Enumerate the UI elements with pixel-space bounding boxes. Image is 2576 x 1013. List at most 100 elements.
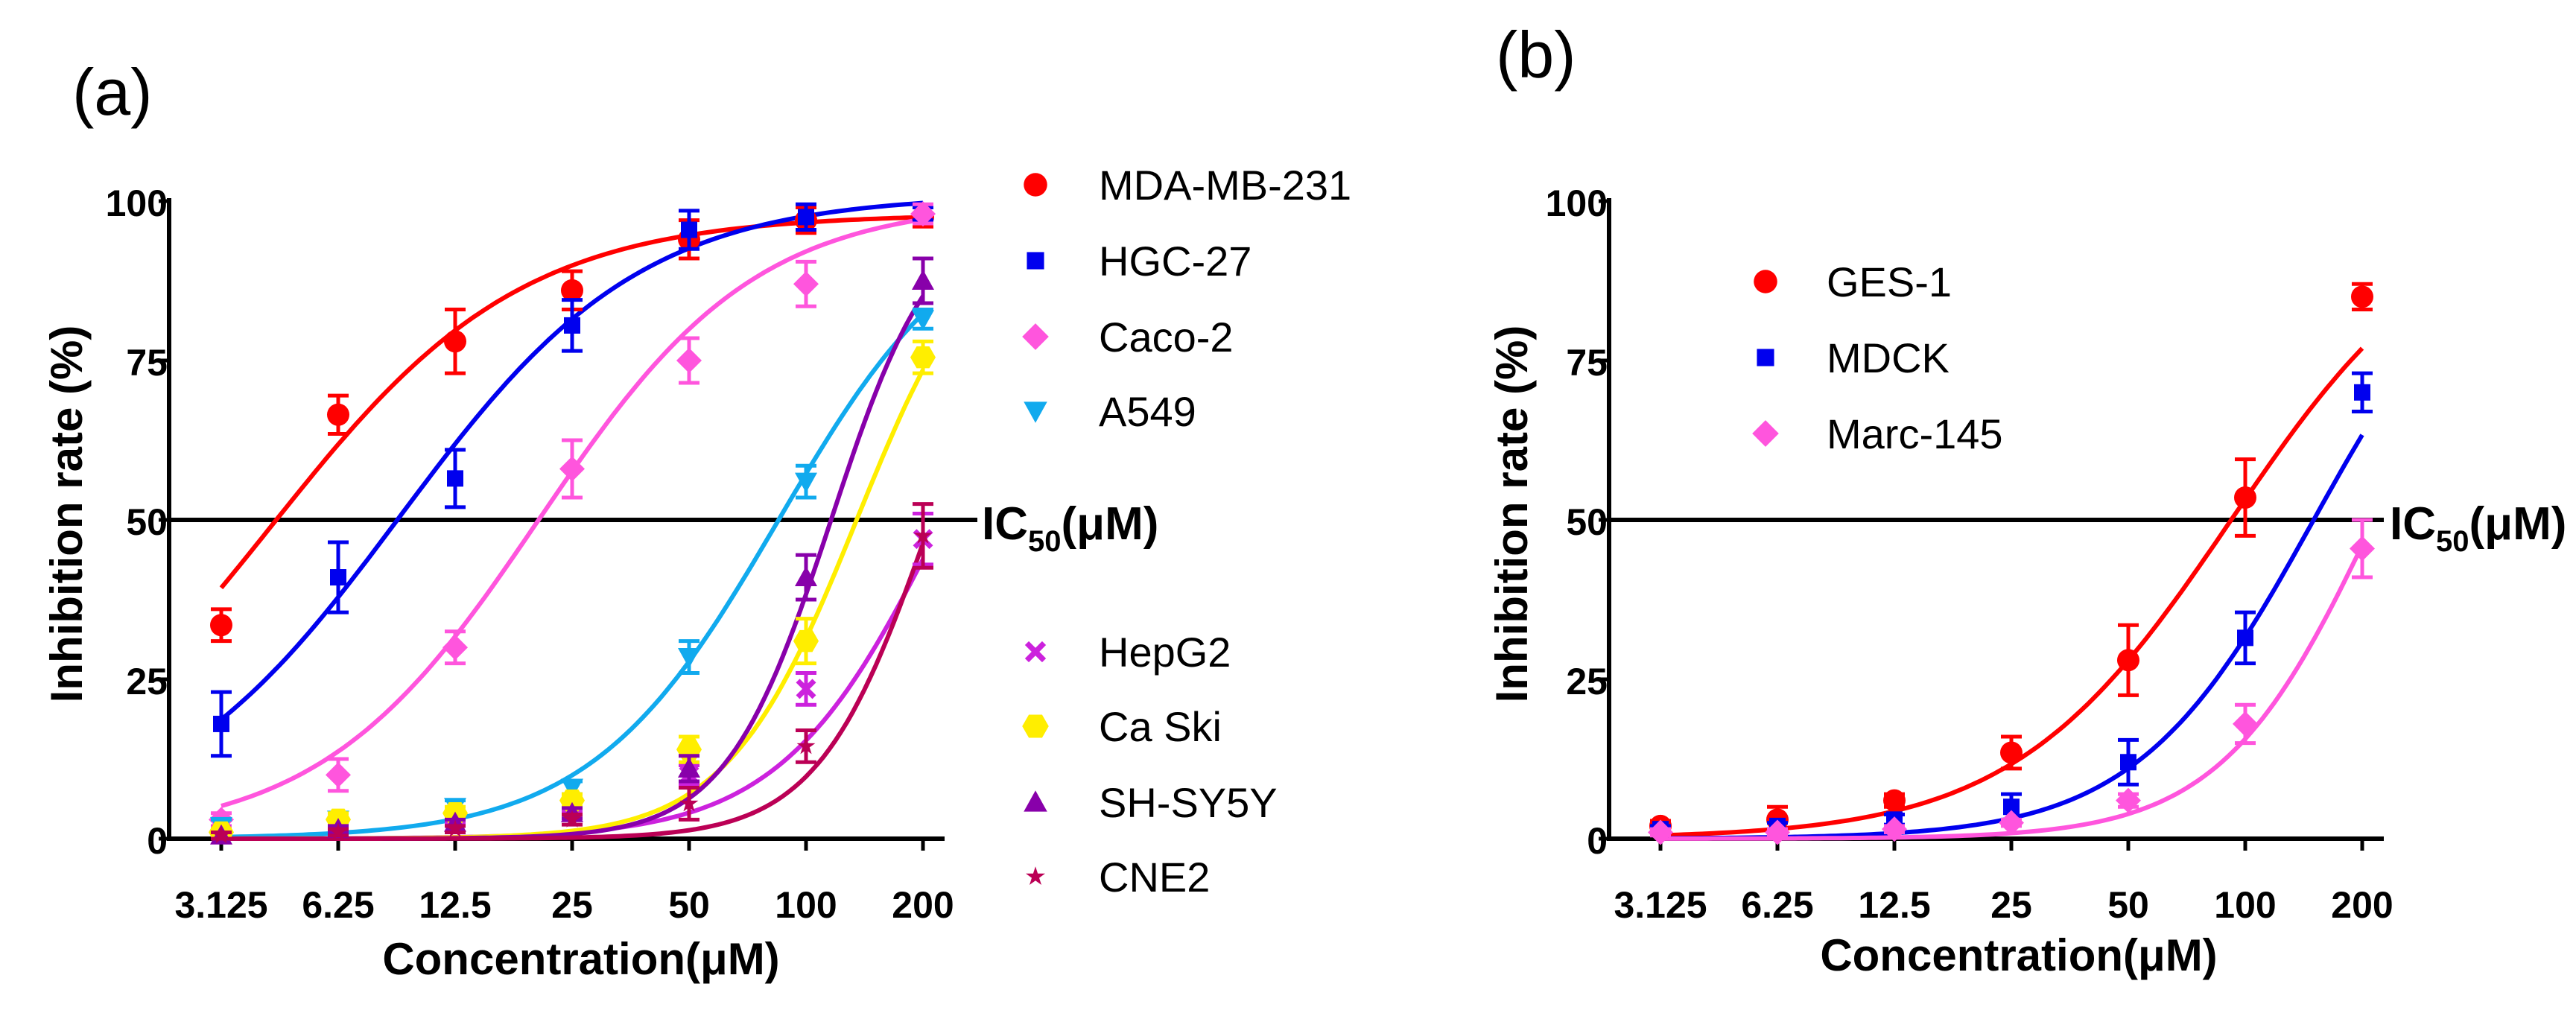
data-point-shape <box>2237 629 2253 647</box>
data-point <box>678 757 700 778</box>
panel-a: (a) Inhibition rate (%) Concentration(μM… <box>42 55 1351 984</box>
data-point-shape <box>912 310 934 331</box>
data-point-stroke-2 <box>796 679 816 699</box>
data-point-shape <box>327 403 349 426</box>
data-point <box>796 679 816 699</box>
legend-symbol-shape <box>1022 714 1049 738</box>
data-point <box>1882 816 1907 842</box>
data-point-shape <box>2003 798 2020 816</box>
legend-symbol <box>1757 349 1774 366</box>
data-point <box>676 348 702 373</box>
y-tick-label: 100 <box>106 182 168 224</box>
data-point <box>2351 285 2373 308</box>
data-point-shape <box>1765 819 1790 845</box>
legend-symbol <box>1024 401 1047 423</box>
data-point <box>212 825 231 844</box>
x-tick-label: 3.125 <box>1614 884 1707 926</box>
legend-label-mda-mb-231: MDA-MB-231 <box>1099 162 1351 209</box>
x-tick-label: 200 <box>892 884 954 926</box>
data-point <box>330 569 346 586</box>
data-point-shape <box>793 271 819 297</box>
data-point-shape <box>679 793 699 812</box>
legend-item-ca-ski: Ca Ski <box>1022 703 1222 750</box>
data-point <box>329 822 348 840</box>
y-tick-label: 50 <box>126 501 168 543</box>
data-point <box>910 201 936 227</box>
x-axis-title-a: Concentration(μM) <box>382 934 779 984</box>
data-point <box>1999 810 2024 836</box>
data-point-shape <box>447 470 463 487</box>
data-point-shape <box>561 778 583 799</box>
data-point <box>210 614 232 637</box>
data-point-shape <box>2233 711 2258 737</box>
data-point-shape <box>910 346 936 369</box>
data-point-shape <box>559 456 585 482</box>
data-point <box>2117 649 2139 672</box>
legend-marker-a549 <box>1024 401 1047 423</box>
data-point-shape <box>562 810 582 828</box>
data-point-shape <box>913 526 933 544</box>
legend-label-cne2: CNE2 <box>1099 854 1210 901</box>
data-point <box>678 648 700 669</box>
legend-symbol <box>1022 714 1049 738</box>
data-point-shape <box>2120 754 2136 771</box>
data-point-shape <box>213 715 229 732</box>
legend-label-sh-sy5y: SH-SY5Y <box>1099 779 1278 826</box>
legend-label-a549: A549 <box>1099 388 1196 435</box>
legend-marker-mda-mb-231 <box>1024 173 1047 197</box>
x-tick-label: 12.5 <box>1858 884 1930 926</box>
ic50-label-a: IC50(μM) <box>982 498 1158 558</box>
data-point-shape <box>912 270 934 290</box>
data-point <box>1883 789 1906 812</box>
data-point <box>796 736 816 755</box>
data-point-shape <box>796 736 816 755</box>
data-point <box>795 566 817 587</box>
legend-marker-ca-ski <box>1022 714 1049 738</box>
data-point <box>2233 711 2258 737</box>
data-point <box>442 635 468 661</box>
legend-marker-mdck <box>1757 349 1774 366</box>
data-point <box>912 270 934 290</box>
data-point <box>2350 536 2375 562</box>
series-cne2 <box>211 502 933 844</box>
plot-area-b <box>1599 198 2384 851</box>
data-point <box>793 271 819 297</box>
legend-item-hepg2: HepG2 <box>1024 629 1231 676</box>
data-point <box>681 221 697 238</box>
legend-symbol-shape <box>1752 420 1779 447</box>
series-marc-145 <box>1648 518 2375 845</box>
data-point-shape <box>678 648 700 669</box>
legend-marker-ges-1 <box>1754 270 1777 293</box>
legend-label-caco-2: Caco-2 <box>1099 314 1234 361</box>
legend-label-hgc-27: HGC-27 <box>1099 238 1251 285</box>
legend-marker-hepg2 <box>1024 641 1047 663</box>
legend-a: MDA-MB-231 HGC-27 Caco-2 A549 HepG2 Ca S… <box>1022 162 1351 901</box>
x-tick-label: 25 <box>1990 884 2032 926</box>
legend-symbol-shape <box>1754 270 1777 293</box>
data-point-shape <box>330 569 346 586</box>
data-point <box>559 456 585 482</box>
legend-marker-cne2 <box>1026 866 1045 885</box>
data-point <box>564 317 580 334</box>
y-axis-title-a: Inhibition rate (%) <box>42 326 92 703</box>
y-tick-label: 25 <box>1566 661 1608 702</box>
data-point-shape <box>2117 649 2139 672</box>
data-point-shape <box>561 279 583 302</box>
data-point <box>912 310 934 331</box>
legend-item-caco-2: Caco-2 <box>1022 314 1234 361</box>
data-point <box>447 470 463 487</box>
data-point-shape <box>676 348 702 373</box>
x-tick-label: 25 <box>551 884 593 926</box>
legend-item-sh-sy5y: SH-SY5Y <box>1024 779 1278 826</box>
data-point <box>562 810 582 828</box>
x-tick-labels-a: 3.125 6.25 12.5 25 50 100 200 <box>174 884 954 926</box>
data-point-shape <box>795 472 817 493</box>
legend-symbol <box>1024 790 1047 812</box>
data-point <box>2234 486 2256 509</box>
legend-symbol-shape <box>1022 323 1049 350</box>
legend-item-a549: A549 <box>1024 388 1196 435</box>
legend-symbol <box>1026 866 1045 885</box>
data-point-shape <box>1882 816 1907 842</box>
legend-symbol-shape <box>1024 401 1047 423</box>
ic50-subscript: 50 <box>1028 525 1062 558</box>
